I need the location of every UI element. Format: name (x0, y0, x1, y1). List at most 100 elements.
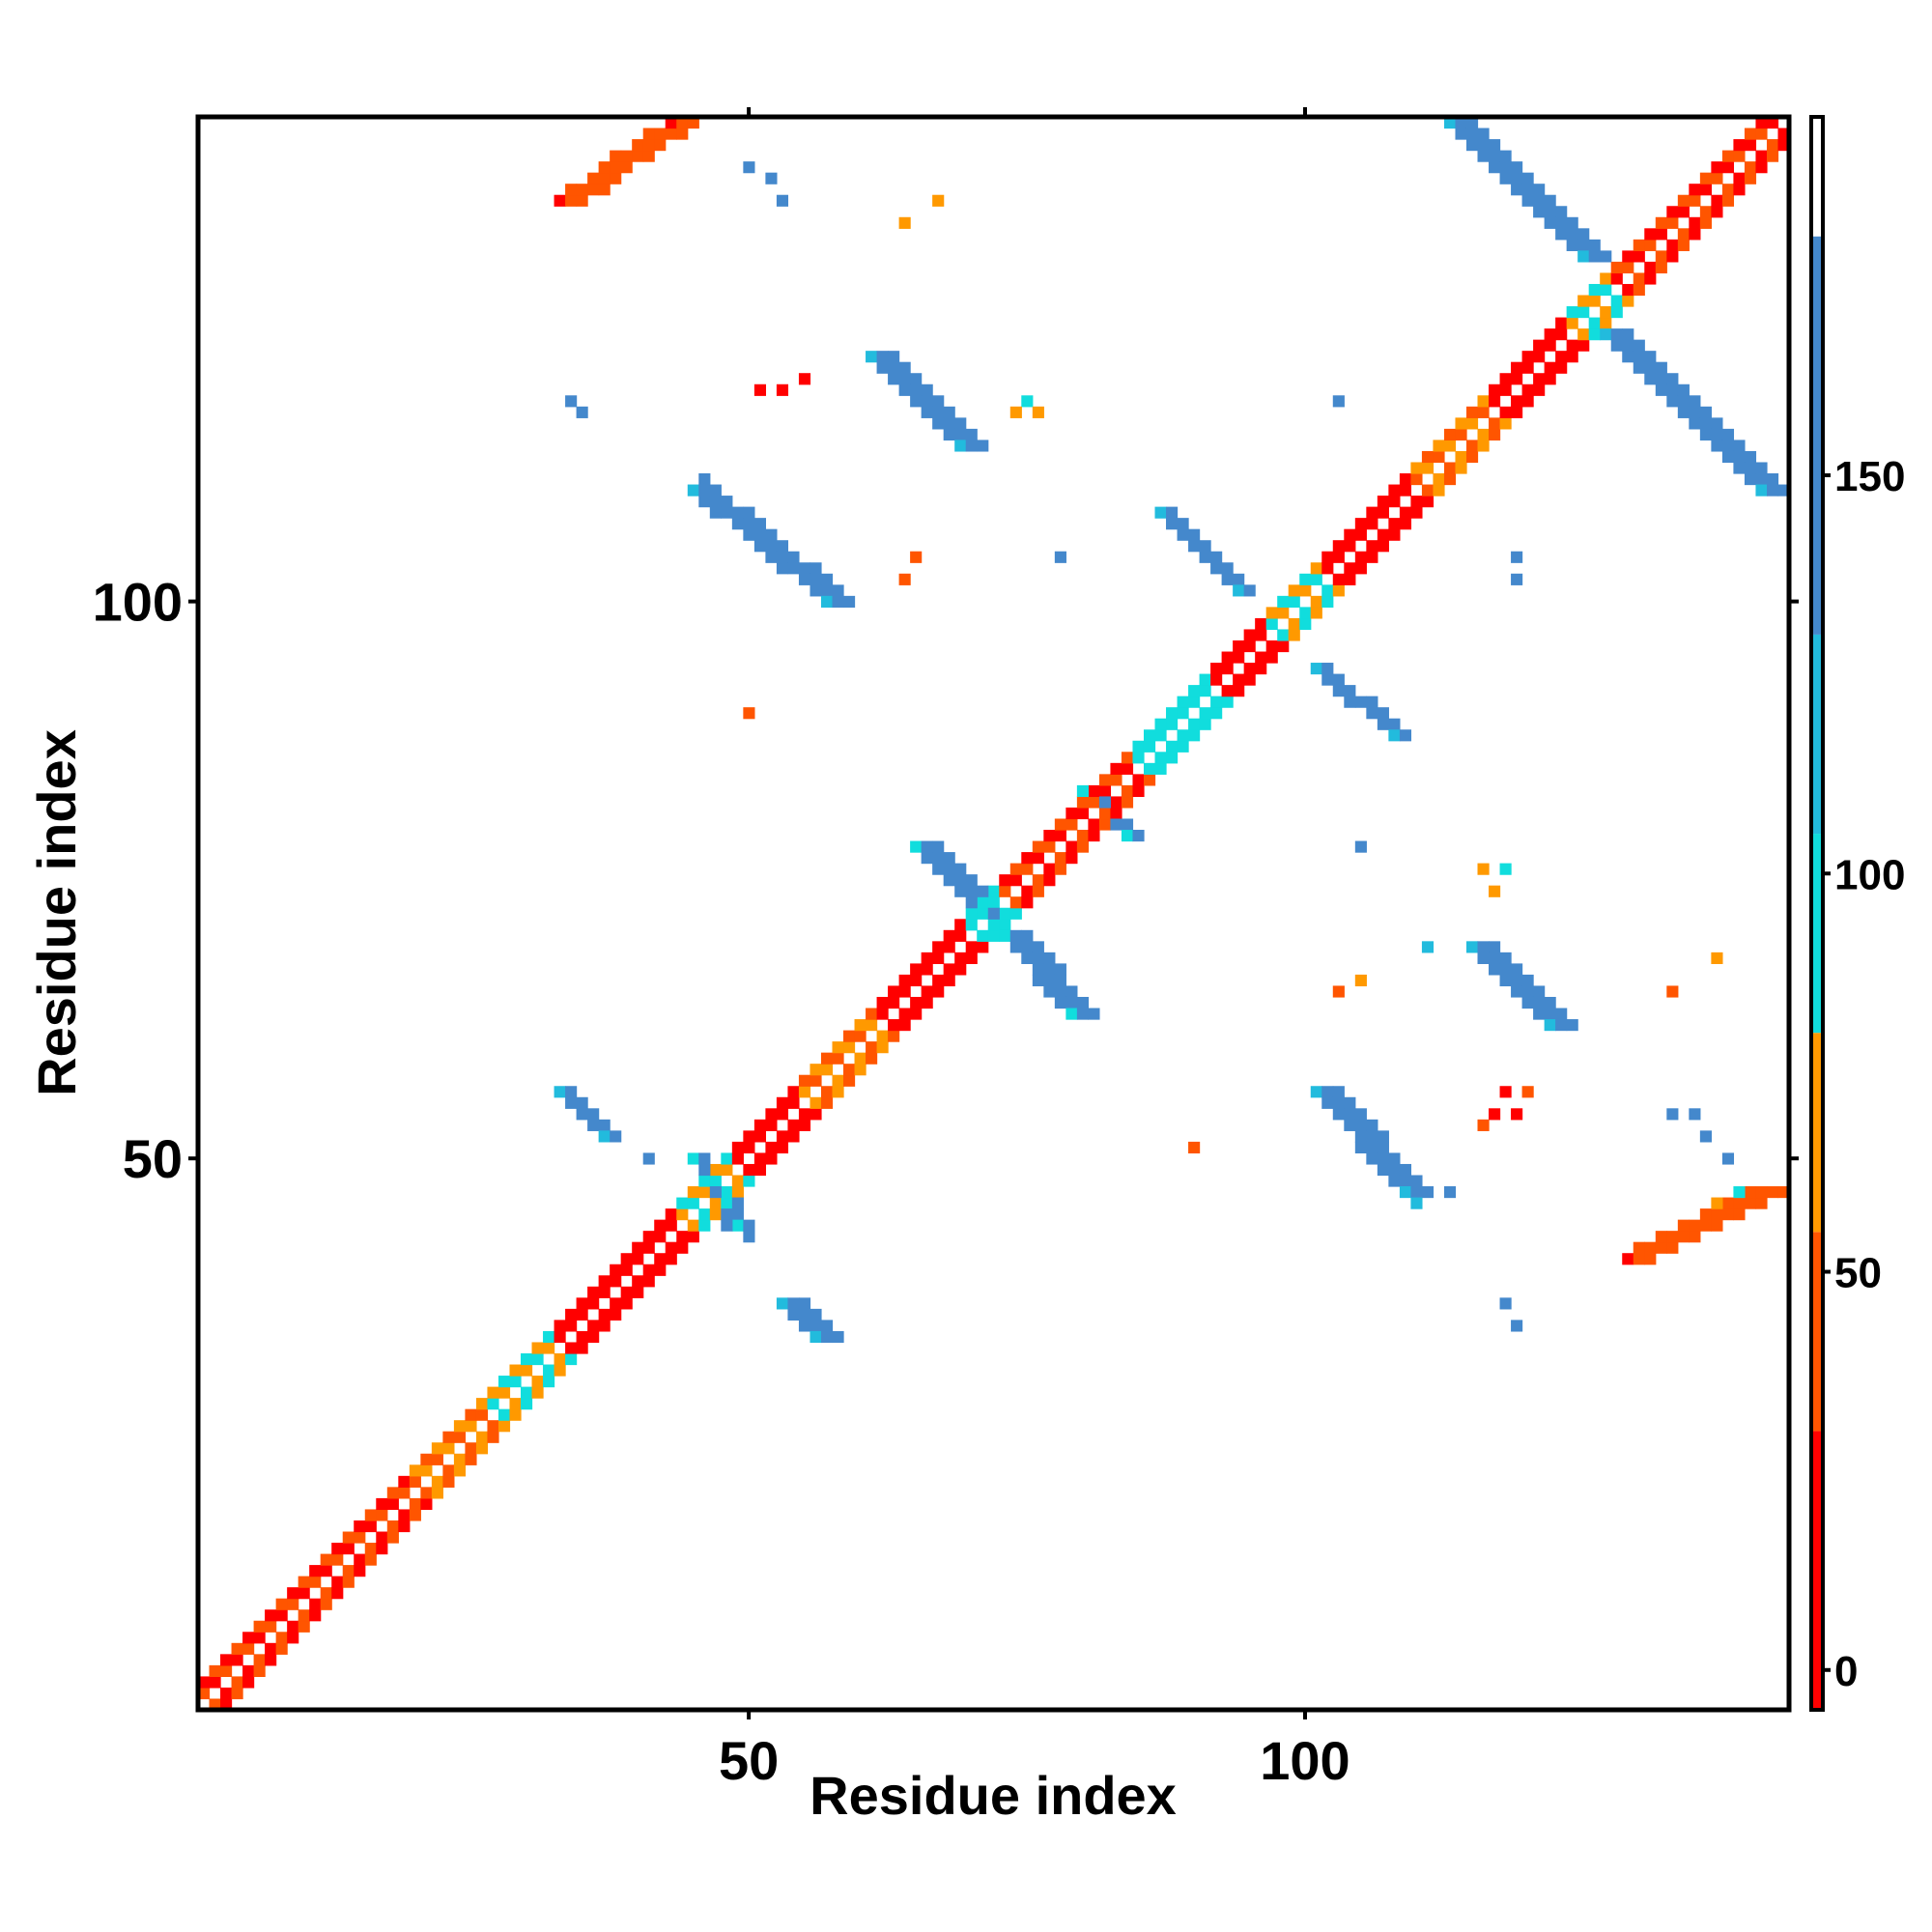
heatmap-cell (1733, 184, 1746, 196)
heatmap-cell (453, 1431, 467, 1443)
heatmap-cell (1344, 528, 1356, 541)
heatmap-cell (497, 1376, 511, 1388)
heatmap-cell (610, 1264, 622, 1276)
heatmap-cell (776, 1141, 789, 1154)
heatmap-cell (1221, 651, 1234, 664)
heatmap-cell (943, 417, 955, 430)
heatmap-cell (565, 1320, 578, 1332)
heatmap-cell (1388, 496, 1401, 508)
heatmap-cell (1733, 462, 1746, 474)
heatmap-cell (220, 1687, 233, 1700)
heatmap-cell (1154, 718, 1167, 730)
heatmap-cell (665, 1241, 677, 1254)
heatmap-cell (698, 1175, 711, 1187)
heatmap-cell (1600, 317, 1612, 329)
heatmap-cell (1233, 639, 1245, 653)
heatmap-cell (1243, 663, 1256, 675)
heatmap-cell (1177, 740, 1189, 753)
heatmap-cell (1399, 1186, 1412, 1199)
heatmap-cell (1054, 974, 1066, 987)
heatmap-cell (1655, 250, 1667, 263)
heatmap-cell (1610, 339, 1623, 352)
heatmap-cell (1177, 696, 1189, 708)
heatmap-cell (765, 551, 778, 563)
heatmap-cell (598, 1308, 611, 1321)
heatmap-cell (753, 1163, 766, 1177)
heatmap-cell (1221, 663, 1234, 675)
heatmap-cell (376, 1531, 388, 1544)
heatmap-cell (209, 1664, 221, 1677)
heatmap-cell (1076, 996, 1089, 1009)
heatmap-cell (1065, 996, 1078, 1009)
heatmap-cell (1098, 818, 1112, 831)
heatmap-cell (820, 595, 834, 608)
heatmap-cell (954, 929, 967, 942)
heatmap-cell (1689, 1219, 1701, 1232)
heatmap-cell (1600, 250, 1612, 263)
heatmap-cell (1711, 206, 1723, 218)
heatmap-cell (1154, 729, 1167, 742)
heatmap-cell (1043, 863, 1056, 875)
heatmap-cell (309, 1609, 322, 1622)
heatmap-cell (687, 1219, 699, 1232)
heatmap-cell (565, 1352, 578, 1366)
heatmap-cell (743, 1163, 755, 1177)
heatmap-cell (554, 1086, 566, 1098)
heatmap-cell (1677, 1231, 1690, 1243)
heatmap-cell (1755, 150, 1768, 162)
heatmap-cell (632, 139, 644, 152)
heatmap-cell (1533, 373, 1546, 385)
heatmap-cell (676, 1231, 689, 1243)
heatmap-cell (1054, 985, 1066, 998)
heatmap-cell (420, 1464, 433, 1477)
heatmap-cell (1421, 462, 1435, 474)
heatmap-cell (554, 1364, 566, 1377)
heatmap-cell (1455, 128, 1467, 140)
heatmap-cell (776, 1108, 789, 1121)
heatmap-cell (731, 506, 744, 519)
heatmap-cell (1199, 707, 1211, 720)
heatmap-cell (709, 1197, 722, 1209)
heatmap-cell (987, 919, 1000, 931)
heatmap-cell (1689, 406, 1701, 418)
heatmap-cell (810, 1096, 822, 1109)
heatmap-cell (1721, 1197, 1735, 1209)
heatmap-cell (342, 1543, 355, 1555)
heatmap-cell (1277, 629, 1290, 641)
heatmap-cell (999, 885, 1011, 897)
heatmap-cell (1711, 1219, 1723, 1232)
heatmap-cell (866, 1041, 878, 1054)
heatmap-cell (921, 840, 933, 853)
heatmap-cell (209, 1676, 221, 1689)
heatmap-cell (1477, 1119, 1490, 1131)
heatmap-cell (1210, 663, 1223, 675)
heatmap-cell (866, 1019, 878, 1032)
heatmap-cell (1233, 685, 1245, 697)
heatmap-cell (1721, 184, 1735, 196)
heatmap-cell (1499, 373, 1512, 385)
heatmap-cell (1410, 1186, 1423, 1199)
heatmap-cell (576, 406, 588, 418)
heatmap-cell (1489, 161, 1501, 174)
heatmap-cell (398, 1487, 411, 1499)
heatmap-cell (843, 1041, 856, 1054)
heatmap-cell (1009, 406, 1022, 418)
heatmap-cell (954, 919, 967, 931)
heatmap-cell (787, 1297, 800, 1310)
y-tick-label: 100 (93, 572, 183, 633)
heatmap-cell (987, 929, 1000, 942)
heatmap-cell (965, 941, 978, 953)
heatmap-cell (898, 373, 911, 385)
heatmap-cell (364, 1509, 377, 1521)
colorbar-tick-label: 0 (1834, 1648, 1858, 1695)
heatmap-cell (731, 1197, 744, 1209)
heatmap-cell (1054, 863, 1066, 875)
heatmap-cell (442, 1442, 455, 1455)
heatmap-cell (1410, 1175, 1423, 1187)
heatmap-cell (1499, 406, 1512, 418)
heatmap-cell (1566, 228, 1578, 241)
heatmap-cell (1733, 1208, 1746, 1221)
heatmap-cell (888, 351, 900, 363)
heatmap-cell (943, 974, 955, 987)
heatmap-cell (1511, 361, 1523, 374)
